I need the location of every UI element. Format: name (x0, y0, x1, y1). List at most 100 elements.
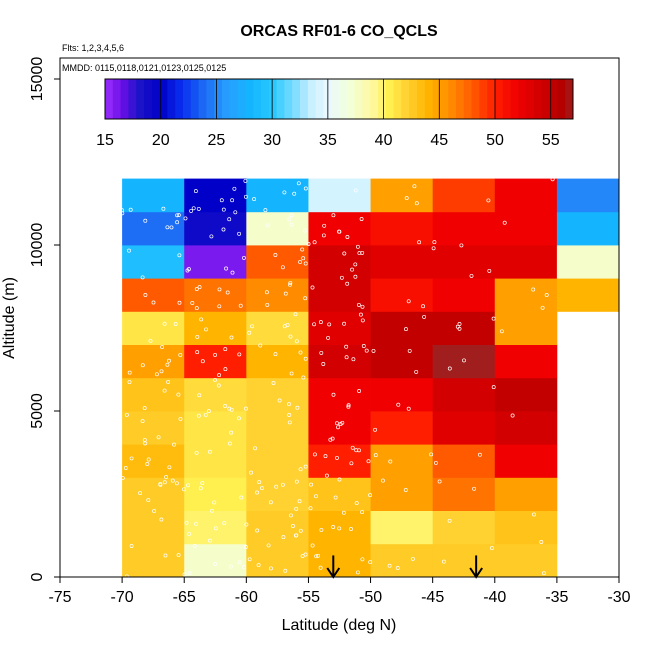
observation-dot (321, 233, 326, 238)
heatmap-cell (370, 377, 434, 412)
observation-dot (178, 416, 183, 421)
observation-dot (303, 296, 308, 301)
observation-dot (229, 335, 234, 340)
heatmap-cell (308, 510, 371, 545)
observation-dot (331, 213, 336, 218)
observation-dot (170, 478, 175, 483)
colorbar-segment (276, 79, 285, 119)
heatmap-cell (122, 477, 185, 511)
colorbar-tick-label: 55 (542, 132, 560, 149)
observation-dot (167, 465, 172, 470)
colorbar-segment (339, 79, 348, 119)
colorbar-segment (487, 79, 496, 119)
heatmap-cell (184, 377, 247, 412)
observation-dot (295, 405, 300, 410)
heatmap-cell (122, 278, 185, 312)
heatmap-cell (184, 543, 247, 578)
observation-dot (301, 256, 306, 261)
colorbar-segment (354, 79, 363, 119)
colorbar-segment (300, 79, 309, 119)
colorbar-segment (495, 79, 504, 119)
observation-dot (228, 564, 233, 569)
heatmap-cell (494, 344, 558, 379)
observation-dot (350, 267, 355, 272)
observation-dot (335, 455, 339, 460)
observation-dot (257, 480, 262, 485)
observation-dot (346, 404, 351, 409)
heatmap-cell (308, 444, 371, 478)
colorbar-segment (268, 79, 278, 119)
observation-dot (258, 343, 263, 348)
heatmap-cell (556, 245, 620, 279)
observation-dot (312, 452, 317, 457)
heatmap-cell (184, 344, 247, 379)
heatmap-cell (370, 211, 434, 246)
observation-dot (360, 250, 365, 255)
observation-dot (342, 321, 347, 326)
observation-dot (229, 430, 234, 435)
observation-dot (152, 509, 157, 513)
observation-dot (345, 235, 350, 239)
colorbar-tick-label: 30 (263, 132, 281, 149)
x-tick-label: -35 (545, 589, 568, 606)
observation-dot (189, 208, 194, 213)
observation-dot (303, 356, 308, 361)
observation-dot (447, 366, 452, 371)
observation-dot (151, 300, 156, 305)
observation-dot (303, 464, 308, 469)
observation-dot (300, 247, 305, 252)
heatmap-cell (246, 311, 309, 345)
x-tick-label: -65 (173, 589, 196, 606)
observation-dot (186, 267, 191, 272)
observation-dot (353, 262, 358, 267)
heatmap-cell (370, 178, 434, 213)
observation-dot (294, 533, 299, 538)
colorbar-segment (112, 79, 122, 119)
observation-dot (184, 520, 189, 525)
heatmap-cell (308, 245, 371, 279)
observation-dot (323, 454, 328, 459)
observation-dot (283, 291, 288, 296)
observation-dot (219, 198, 224, 203)
heatmap-cell (184, 411, 247, 445)
observation-dot (293, 312, 298, 317)
colorbar-segment (510, 79, 519, 119)
observation-dot (539, 540, 544, 544)
observation-dot (127, 370, 132, 375)
colorbar-segment (502, 79, 512, 119)
colorbar-segment (245, 79, 254, 119)
heatmap-cell (184, 510, 247, 545)
observation-dot (216, 383, 221, 388)
observation-dot (544, 293, 549, 297)
observation-dot (281, 535, 286, 540)
observation-dot (177, 300, 182, 305)
heatmap-cell (494, 211, 558, 246)
observation-dot (196, 206, 201, 211)
heatmap-cell (370, 344, 434, 379)
observation-dot (371, 348, 376, 353)
observation-dot (318, 565, 323, 570)
observation-dot (360, 318, 365, 323)
observation-dot (140, 275, 145, 280)
observation-dot (459, 243, 464, 248)
heatmap-cell (308, 178, 371, 213)
observation-dot (227, 217, 232, 222)
observation-dot (237, 231, 242, 236)
observation-dot (388, 459, 393, 464)
observation-dot (351, 357, 356, 362)
observation-dot (161, 206, 166, 211)
observation-dot (265, 223, 270, 228)
observation-dot (193, 189, 198, 194)
observation-dot (344, 355, 349, 360)
heatmap-cell (556, 178, 620, 213)
observation-dot (280, 265, 285, 270)
heatmap-cell (370, 245, 434, 279)
observation-dot (431, 246, 436, 251)
heatmap-cell (370, 311, 434, 345)
observation-dot (158, 482, 163, 487)
colorbar-segment (526, 79, 535, 119)
heatmap-cell (308, 477, 371, 511)
observation-dot (287, 217, 292, 222)
heatmap-cell (246, 510, 309, 545)
observation-dot (273, 352, 278, 357)
